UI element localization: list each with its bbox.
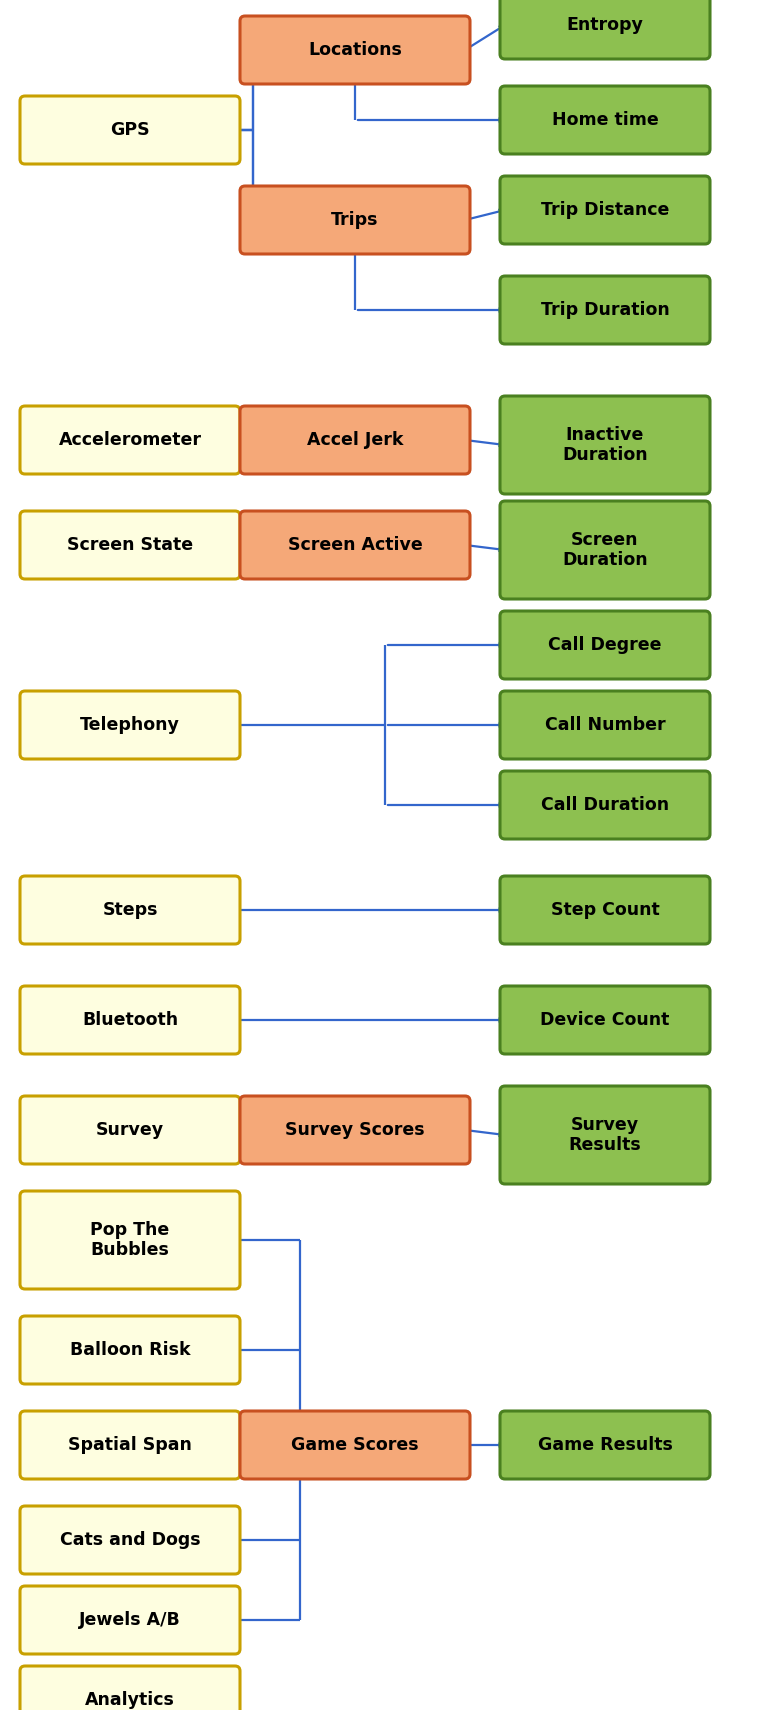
Text: Survey
Results: Survey Results <box>568 1115 641 1154</box>
FancyBboxPatch shape <box>20 1317 240 1383</box>
Text: Call Degree: Call Degree <box>549 636 662 653</box>
Text: Locations: Locations <box>308 41 402 60</box>
FancyBboxPatch shape <box>20 1190 240 1289</box>
FancyBboxPatch shape <box>20 511 240 580</box>
FancyBboxPatch shape <box>20 96 240 164</box>
Text: Screen State: Screen State <box>67 535 193 554</box>
FancyBboxPatch shape <box>20 405 240 474</box>
Text: Pop The
Bubbles: Pop The Bubbles <box>90 1221 170 1259</box>
Text: Accel Jerk: Accel Jerk <box>307 431 403 450</box>
FancyBboxPatch shape <box>500 176 710 245</box>
Text: Inactive
Duration: Inactive Duration <box>562 426 648 465</box>
Text: Balloon Risk: Balloon Risk <box>70 1341 190 1359</box>
Text: Accelerometer: Accelerometer <box>58 431 201 450</box>
FancyBboxPatch shape <box>240 15 470 84</box>
Text: Spatial Span: Spatial Span <box>68 1436 192 1453</box>
FancyBboxPatch shape <box>240 186 470 255</box>
FancyBboxPatch shape <box>20 1585 240 1654</box>
Text: Device Count: Device Count <box>540 1011 669 1029</box>
FancyBboxPatch shape <box>500 610 710 679</box>
Text: Cats and Dogs: Cats and Dogs <box>60 1530 200 1549</box>
Text: Steps: Steps <box>103 901 158 918</box>
Text: Call Duration: Call Duration <box>541 795 669 814</box>
FancyBboxPatch shape <box>20 1666 240 1710</box>
FancyBboxPatch shape <box>500 397 710 494</box>
Text: Trips: Trips <box>331 210 379 229</box>
Text: Bluetooth: Bluetooth <box>82 1011 178 1029</box>
FancyBboxPatch shape <box>240 405 470 474</box>
Text: Screen Active: Screen Active <box>288 535 422 554</box>
Text: Call Number: Call Number <box>545 716 666 734</box>
FancyBboxPatch shape <box>500 1411 710 1479</box>
Text: GPS: GPS <box>110 121 150 139</box>
Text: Survey Scores: Survey Scores <box>285 1122 425 1139</box>
FancyBboxPatch shape <box>20 1507 240 1573</box>
Text: Trip Duration: Trip Duration <box>541 301 669 320</box>
Text: Game Scores: Game Scores <box>291 1436 418 1453</box>
FancyBboxPatch shape <box>500 0 710 60</box>
Text: Analytics: Analytics <box>85 1691 175 1708</box>
Text: Entropy: Entropy <box>567 15 643 34</box>
FancyBboxPatch shape <box>240 1411 470 1479</box>
Text: Trip Distance: Trip Distance <box>541 202 669 219</box>
FancyBboxPatch shape <box>20 1096 240 1165</box>
Text: Home time: Home time <box>552 111 659 128</box>
Text: Step Count: Step Count <box>551 901 659 918</box>
FancyBboxPatch shape <box>20 691 240 759</box>
FancyBboxPatch shape <box>500 987 710 1053</box>
Text: Survey: Survey <box>96 1122 164 1139</box>
FancyBboxPatch shape <box>500 501 710 598</box>
FancyBboxPatch shape <box>500 86 710 154</box>
Text: Telephony: Telephony <box>80 716 180 734</box>
FancyBboxPatch shape <box>20 987 240 1053</box>
FancyBboxPatch shape <box>20 876 240 944</box>
Text: Screen
Duration: Screen Duration <box>562 530 648 569</box>
FancyBboxPatch shape <box>500 691 710 759</box>
FancyBboxPatch shape <box>240 511 470 580</box>
Text: Jewels A/B: Jewels A/B <box>79 1611 181 1630</box>
FancyBboxPatch shape <box>500 771 710 840</box>
FancyBboxPatch shape <box>500 275 710 344</box>
FancyBboxPatch shape <box>500 876 710 944</box>
FancyBboxPatch shape <box>500 1086 710 1183</box>
FancyBboxPatch shape <box>20 1411 240 1479</box>
Text: Game Results: Game Results <box>538 1436 672 1453</box>
FancyBboxPatch shape <box>240 1096 470 1165</box>
